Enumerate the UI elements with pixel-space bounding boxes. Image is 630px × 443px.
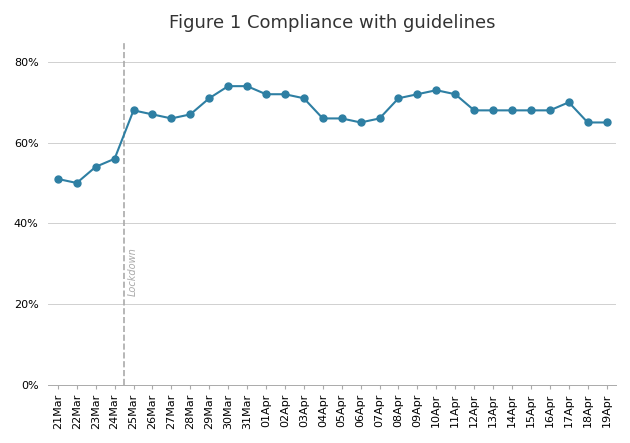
Text: Lockdown: Lockdown — [127, 247, 137, 296]
Title: Figure 1 Compliance with guidelines: Figure 1 Compliance with guidelines — [169, 14, 495, 32]
